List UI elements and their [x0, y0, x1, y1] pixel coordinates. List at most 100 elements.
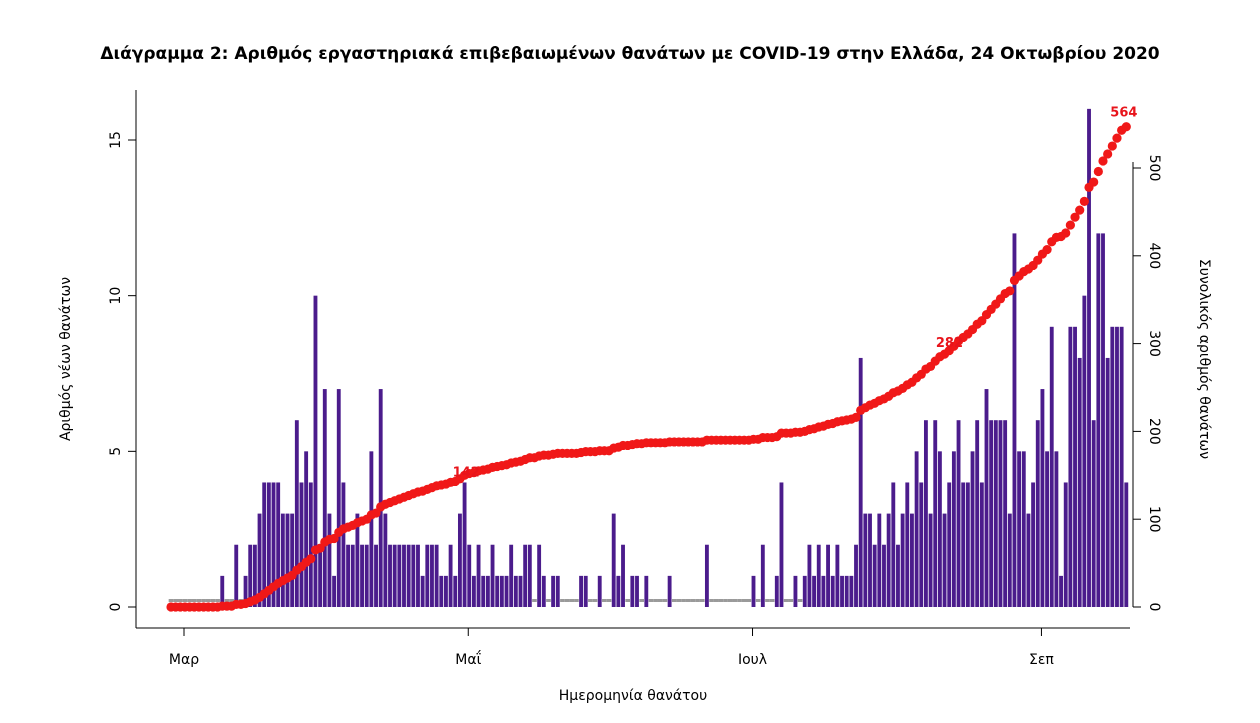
bar	[984, 389, 989, 607]
bar-zero	[592, 599, 598, 602]
bar-zero	[168, 599, 174, 602]
bar-zero	[765, 599, 770, 602]
bar	[858, 357, 863, 607]
cumulative-point	[1061, 228, 1071, 238]
cumulative-point	[1103, 149, 1113, 159]
bar-zero	[205, 599, 211, 602]
cumulative-point	[1112, 133, 1122, 143]
bar	[1045, 451, 1050, 607]
bar-zero	[187, 599, 192, 602]
bar	[448, 544, 453, 607]
axes-group	[135, 90, 1134, 629]
bar	[1007, 513, 1012, 607]
bar	[383, 513, 388, 607]
bar	[467, 544, 472, 607]
bar	[863, 513, 868, 607]
x-tick-label: Μαρ	[169, 652, 199, 668]
bar	[868, 513, 872, 607]
y-tick-label: 10	[108, 287, 124, 305]
bar	[621, 544, 625, 607]
bar-zero	[215, 599, 220, 602]
bar-zero	[741, 599, 747, 602]
cumulative-point	[1121, 122, 1131, 132]
bar-zero	[713, 599, 719, 602]
bar	[1115, 326, 1119, 607]
y-tick-label: 0	[108, 603, 124, 612]
bar-zero	[606, 599, 612, 602]
bar	[667, 575, 672, 607]
bar	[779, 482, 784, 607]
bar	[271, 482, 276, 607]
bar	[481, 575, 486, 607]
bar	[951, 451, 956, 607]
bar	[835, 544, 840, 607]
bar-zero	[569, 599, 575, 602]
cumulative-line-group	[166, 122, 1131, 612]
bars-group	[168, 108, 1129, 607]
bar	[579, 575, 584, 607]
bar	[276, 482, 281, 607]
bar	[1017, 451, 1022, 607]
bar-zero	[177, 599, 183, 602]
bar	[304, 451, 309, 607]
bar-zero	[681, 599, 686, 602]
bar	[812, 575, 817, 607]
bar	[611, 513, 616, 607]
y2-axis-title: Συνολικός αριθμός θανάτων	[1196, 259, 1212, 459]
bar-zero	[676, 599, 682, 602]
cumulative-point	[1065, 220, 1075, 230]
bar	[485, 575, 490, 607]
bar	[937, 451, 942, 607]
annotation-label: 142	[453, 465, 480, 480]
bar-zero	[201, 599, 206, 602]
bar	[1068, 326, 1073, 607]
bar	[975, 420, 980, 607]
bar-zero	[737, 599, 742, 602]
bar-zero	[783, 599, 789, 602]
bar	[551, 575, 556, 607]
bar	[844, 575, 849, 607]
bar	[327, 513, 332, 607]
x-axis-title: Ημερομηνία θανάτου	[559, 688, 707, 704]
bar	[989, 420, 994, 607]
bar	[821, 575, 826, 607]
cumulative-point	[1005, 286, 1015, 296]
bar	[476, 544, 481, 607]
bar	[397, 544, 402, 607]
bar	[1073, 326, 1077, 607]
bar	[374, 544, 378, 607]
bar	[499, 575, 504, 607]
bar	[826, 544, 830, 607]
bar-zero	[588, 599, 593, 602]
bar	[257, 513, 262, 607]
bar	[965, 482, 970, 607]
bar-zero	[574, 599, 579, 602]
bar	[322, 389, 327, 607]
bar	[411, 544, 416, 607]
bar	[332, 575, 337, 607]
bar	[290, 513, 295, 607]
bar	[760, 544, 765, 607]
bar	[280, 513, 285, 607]
y2-tick-label: 400	[1146, 242, 1162, 269]
annotation-label: 564	[1110, 106, 1137, 121]
bar-zero	[532, 599, 537, 602]
x-tick-label: Μαΐ	[455, 650, 481, 668]
bar	[462, 482, 467, 607]
bar	[896, 544, 900, 607]
annotation-label: 282	[936, 336, 963, 351]
bar	[872, 544, 877, 607]
y2-tick-label: 300	[1146, 330, 1162, 357]
bar	[807, 544, 812, 607]
bar	[947, 482, 952, 607]
bar	[1031, 482, 1036, 607]
bar	[1110, 326, 1115, 607]
y-tick-label: 5	[108, 447, 124, 456]
bar	[840, 575, 844, 607]
bar	[583, 575, 588, 607]
bar	[914, 451, 919, 607]
bar	[369, 451, 374, 607]
bar	[970, 451, 975, 607]
bar	[1003, 420, 1008, 607]
